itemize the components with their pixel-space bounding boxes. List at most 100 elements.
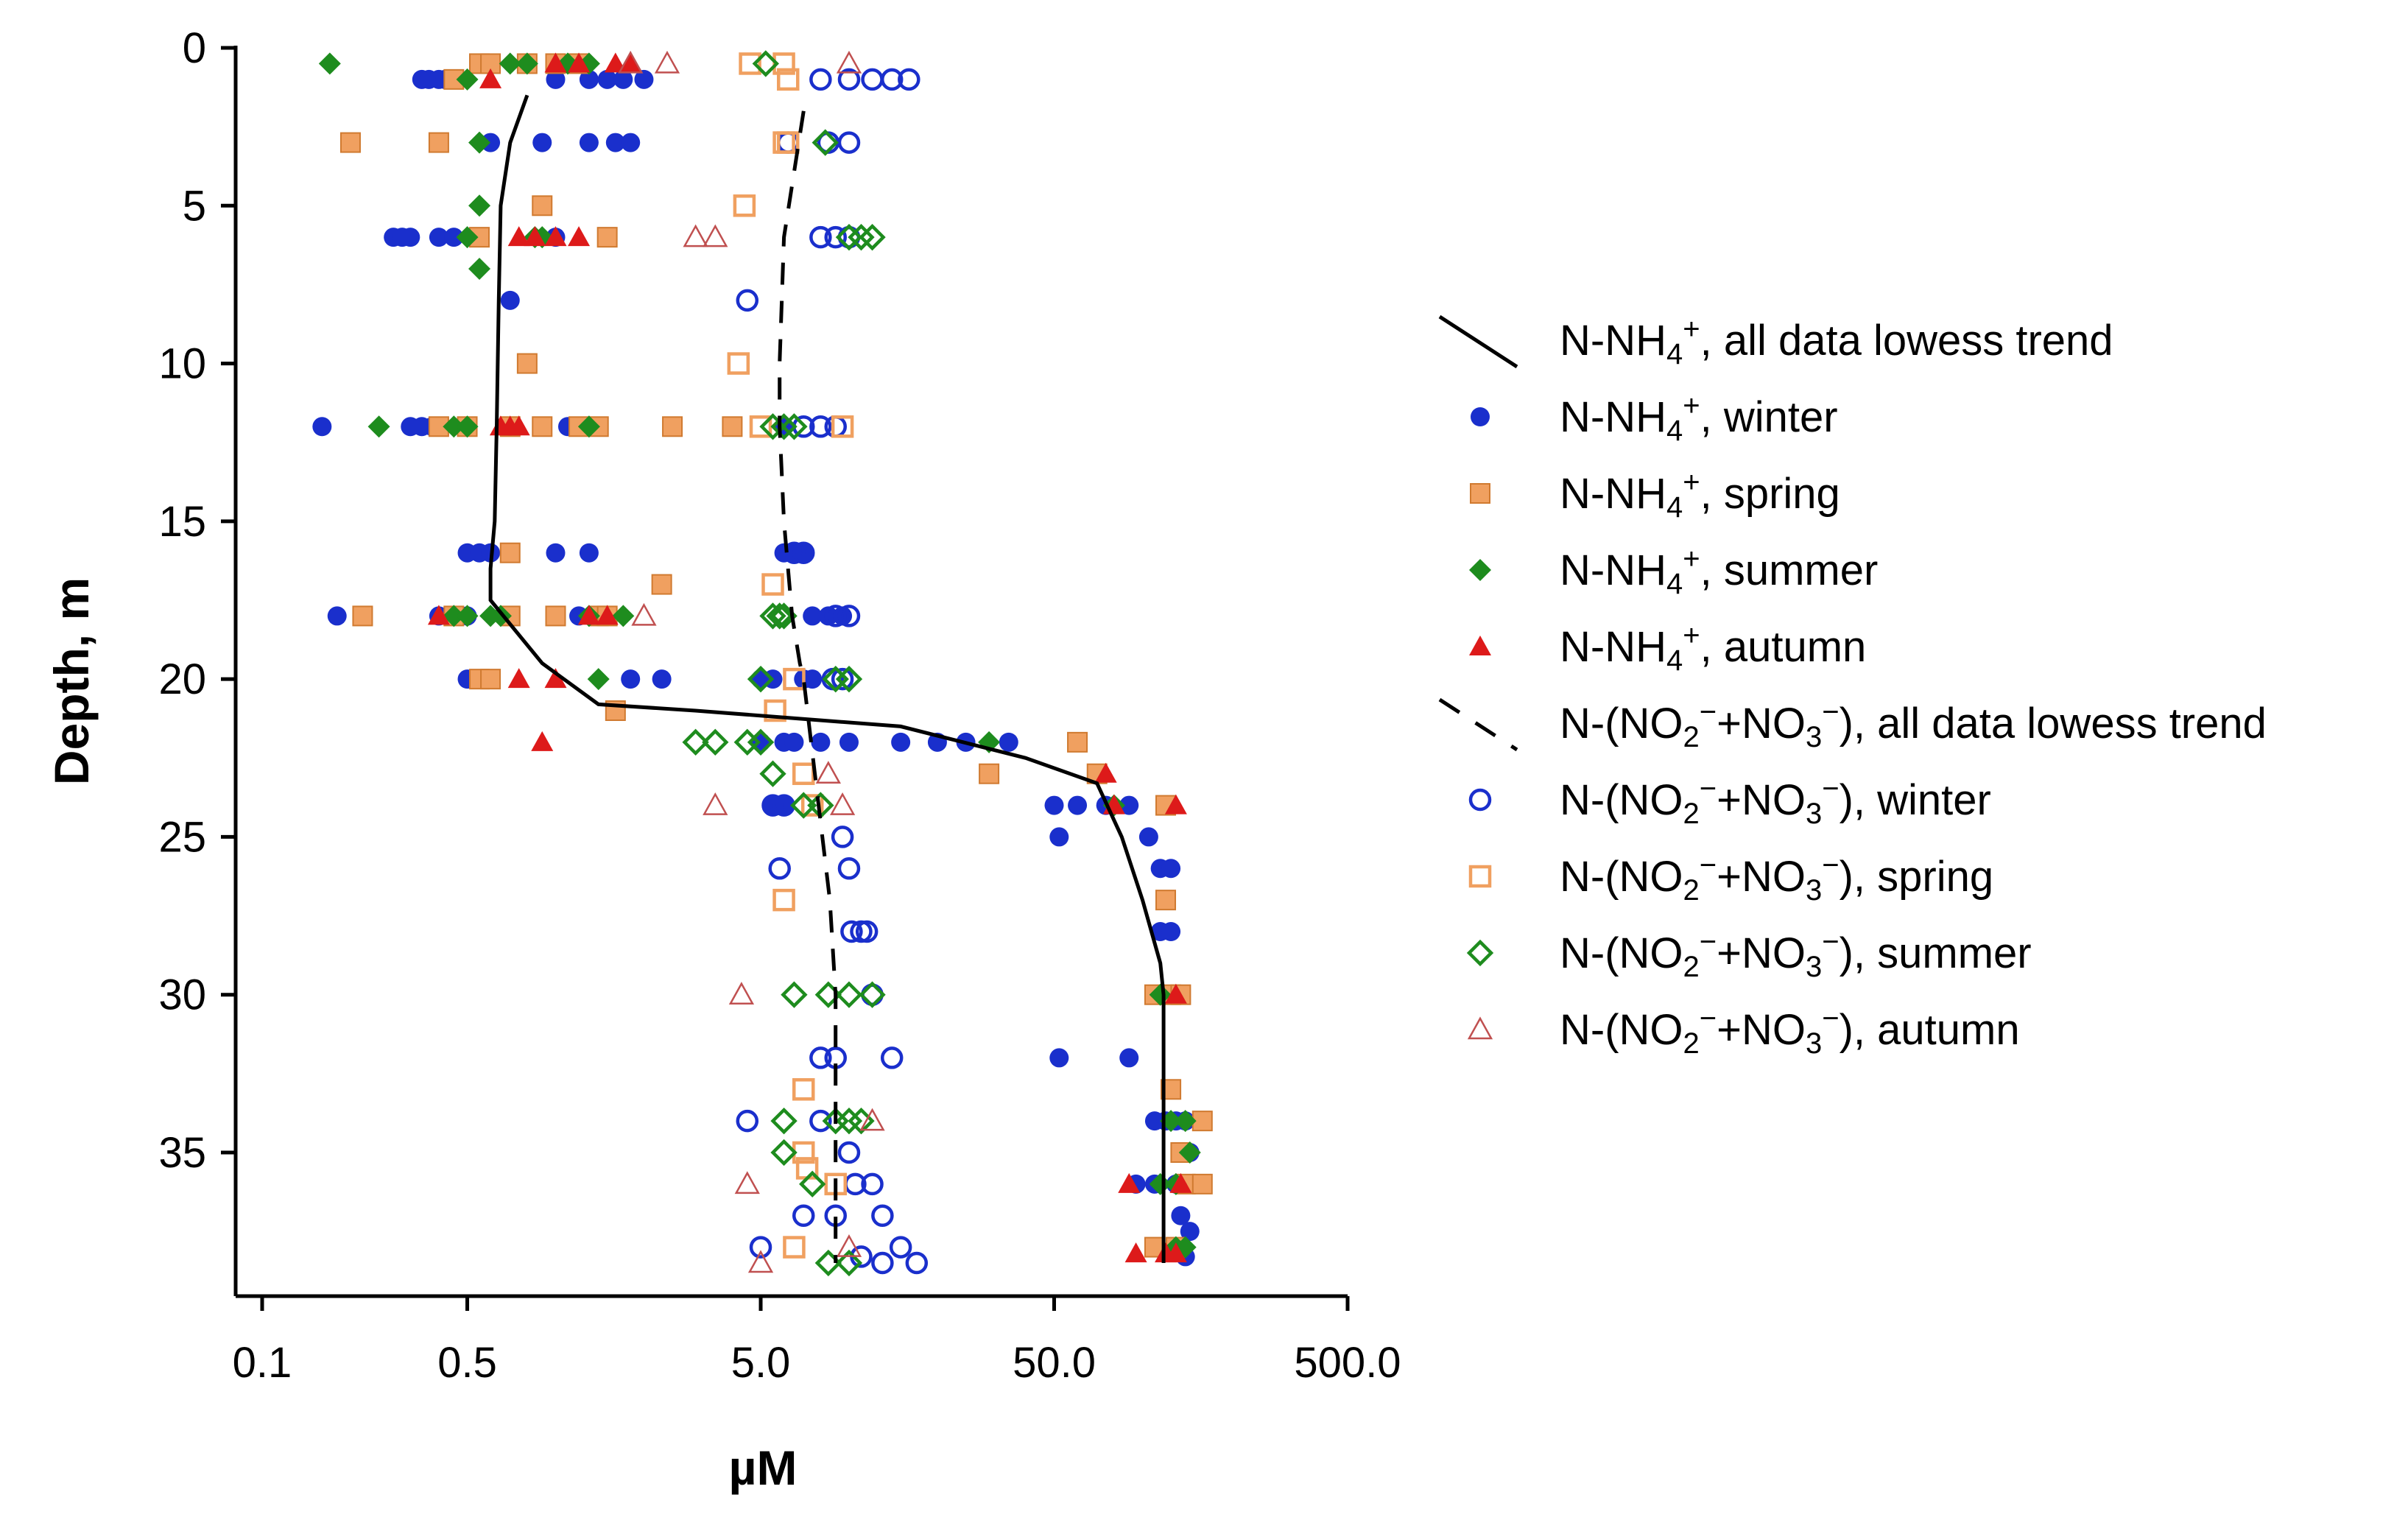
data-point xyxy=(824,605,847,627)
y-tick-label: 10 xyxy=(158,340,206,388)
legend-item-nox-trend: N-(NO2−+NO3−), all data lowess trend xyxy=(1438,696,2267,753)
data-point xyxy=(1155,890,1177,911)
data-point xyxy=(999,732,1018,752)
legend-marker-icon xyxy=(1468,788,1492,812)
data-point xyxy=(1164,794,1187,814)
data-point xyxy=(634,69,654,89)
data-point xyxy=(809,1109,832,1133)
data-point xyxy=(761,573,784,596)
data-point xyxy=(429,228,448,247)
data-point xyxy=(468,131,491,154)
series-7 xyxy=(618,50,885,1273)
legend-marker-icon xyxy=(1470,483,1490,504)
legend-item-nh4-autumn: N-NH4+, autumn xyxy=(1469,619,1866,677)
axis-ticks: 0.1 0.5 5.0 50.0 500.0 0 5 10 15 20 25 30 35 xyxy=(158,24,1401,1387)
data-point xyxy=(652,669,672,689)
data-point xyxy=(766,602,793,630)
data-point xyxy=(596,605,619,625)
data-point xyxy=(1068,795,1088,815)
data-point xyxy=(770,413,798,440)
data-point xyxy=(532,133,552,152)
data-point xyxy=(367,415,390,438)
data-point xyxy=(792,541,815,564)
data-point xyxy=(546,69,566,89)
x-tick-label: 0.5 xyxy=(437,1339,497,1387)
data-point xyxy=(515,52,538,75)
data-point xyxy=(840,920,863,943)
data-point xyxy=(568,226,591,247)
data-point xyxy=(456,226,479,249)
series-6 xyxy=(682,50,886,1277)
legend-label: N-(NO2−+NO3−), all data lowess trend xyxy=(1560,696,2267,753)
data-point xyxy=(784,732,804,752)
data-point xyxy=(1094,762,1117,783)
data-point xyxy=(456,415,479,438)
y-tick-label: 20 xyxy=(158,655,206,703)
data-point xyxy=(703,224,728,247)
data-point xyxy=(734,1171,760,1194)
data-point xyxy=(747,728,775,756)
data-point xyxy=(499,542,521,563)
data-point xyxy=(703,792,728,815)
data-point xyxy=(835,1107,863,1135)
legend-label: N-(NO2−+NO3−), winter xyxy=(1560,773,1991,830)
data-point xyxy=(579,69,599,89)
data-point xyxy=(891,732,911,752)
data-point xyxy=(861,983,884,1006)
data-point xyxy=(544,668,567,689)
data-point xyxy=(837,1141,861,1164)
legend-item-nox-autumn: N-(NO2−+NO3−), autumn xyxy=(1467,1002,2020,1060)
data-point xyxy=(776,131,800,154)
data-point xyxy=(1049,827,1069,847)
data-point xyxy=(318,52,341,75)
data-point xyxy=(809,68,832,91)
data-point xyxy=(1164,983,1187,1004)
data-point xyxy=(836,50,862,74)
data-point xyxy=(1191,1111,1213,1132)
data-point xyxy=(815,761,841,784)
data-point xyxy=(1119,1048,1139,1068)
data-point xyxy=(835,223,863,251)
data-point xyxy=(339,132,361,153)
legend-label: N-(NO2−+NO3−), spring xyxy=(1560,849,1993,907)
data-point xyxy=(1178,1141,1201,1164)
legend-item-nox-summer: N-(NO2−+NO3−), summer xyxy=(1466,926,2032,983)
data-point xyxy=(1149,1172,1172,1195)
data-point xyxy=(654,50,680,74)
data-point xyxy=(761,794,784,817)
series-5 xyxy=(727,52,854,1259)
data-point xyxy=(546,543,566,563)
data-point xyxy=(800,794,824,817)
data-point xyxy=(1161,922,1181,941)
data-point xyxy=(1169,1172,1192,1193)
plot-marks xyxy=(312,50,1213,1277)
legend-label: N-NH4+, summer xyxy=(1560,543,1878,600)
data-point xyxy=(759,760,786,787)
data-point xyxy=(831,667,854,691)
data-point xyxy=(855,920,879,943)
data-point xyxy=(759,602,786,630)
legend-item-nh4-winter: N-NH4+, winter xyxy=(1471,390,1838,447)
data-point xyxy=(631,602,657,626)
data-point xyxy=(621,133,641,152)
y-tick-label: 25 xyxy=(158,813,206,861)
data-point xyxy=(781,413,808,440)
data-point xyxy=(880,1046,904,1069)
data-point xyxy=(499,52,521,75)
data-point xyxy=(835,1249,863,1277)
data-point xyxy=(427,605,450,625)
data-point xyxy=(327,606,347,626)
data-point xyxy=(1161,859,1181,879)
data-point xyxy=(749,1236,772,1259)
x-tick-label: 50.0 xyxy=(1013,1339,1096,1387)
data-point xyxy=(783,667,806,691)
data-point xyxy=(1171,1206,1191,1225)
y-tick-label: 35 xyxy=(158,1129,206,1177)
data-point xyxy=(770,1139,798,1167)
data-point xyxy=(682,728,709,756)
data-point xyxy=(544,52,567,73)
data-point xyxy=(568,52,591,73)
data-point xyxy=(799,1170,826,1198)
data-point xyxy=(619,52,642,73)
data-point xyxy=(837,857,861,880)
